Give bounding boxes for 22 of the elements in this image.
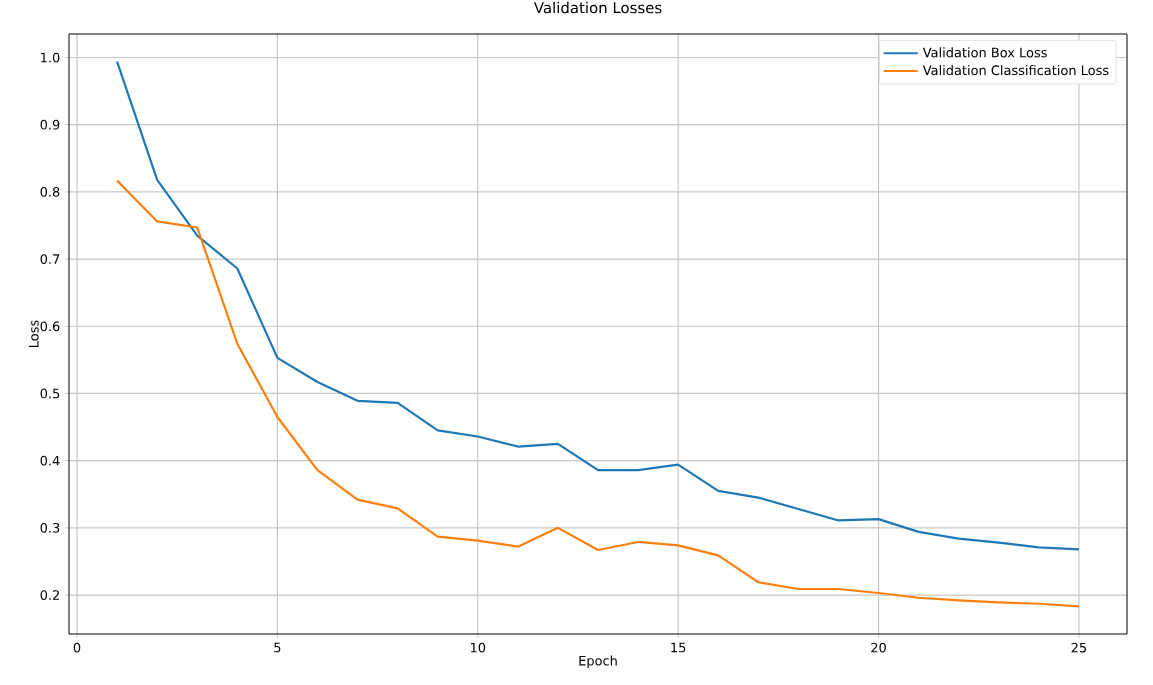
x-tick-label: 5 [274,642,281,653]
y-tick-label: 0.2 [40,590,59,600]
y-tick-label: 0.7 [40,254,60,264]
x-tick-label: 15 [671,642,686,653]
x-tick-label: 10 [470,642,486,653]
y-tick-label: 0.6 [40,321,60,332]
y-tick-label: 0.4 [40,455,60,466]
chart-title: Validation Losses [533,1,662,14]
y-tick-label: 0.5 [40,388,60,399]
legend-label: Validation Box Loss [922,47,1047,58]
y-tick-label: 0.9 [40,119,60,130]
x-tick-label: 20 [871,642,886,653]
x-tick-label: 0 [73,642,81,653]
y-axis-title: Loss [29,320,39,347]
line-series [115,60,1081,551]
y-tick-label: 0.3 [40,522,60,533]
y-tick-label: 1.0 [41,52,60,63]
legend-label: Validation Classification Loss [922,65,1109,76]
y-tick-label: 0.8 [40,187,60,197]
line-series [115,179,1081,608]
x-axis-title: Epoch [579,655,617,669]
x-tick-label: 25 [1071,642,1087,653]
